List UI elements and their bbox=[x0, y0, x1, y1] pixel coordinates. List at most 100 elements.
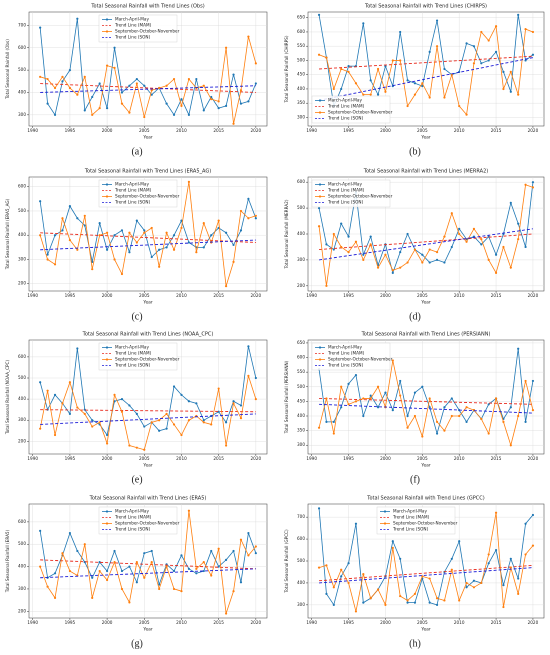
x-tick-label: 2000 bbox=[102, 456, 113, 461]
data-point bbox=[180, 554, 183, 557]
data-point bbox=[195, 567, 198, 570]
data-point bbox=[224, 285, 228, 288]
legend-marker bbox=[383, 522, 387, 525]
data-point bbox=[239, 404, 243, 407]
data-point bbox=[180, 393, 183, 396]
data-point bbox=[509, 70, 512, 73]
data-point bbox=[158, 86, 161, 90]
panel-caption: (b) bbox=[409, 146, 421, 157]
data-point bbox=[502, 70, 505, 73]
data-point bbox=[354, 400, 358, 403]
data-point bbox=[39, 427, 42, 430]
data-point bbox=[247, 345, 250, 348]
chart-title: Total Seasonal Rainfall with Trend Lines… bbox=[89, 496, 207, 502]
y-tick-label: 600 bbox=[18, 45, 26, 50]
data-point bbox=[158, 583, 161, 586]
data-point bbox=[143, 552, 146, 555]
trend-line bbox=[40, 409, 256, 413]
x-axis-label: Year bbox=[420, 463, 430, 469]
data-point bbox=[340, 67, 343, 71]
data-point bbox=[502, 245, 505, 249]
data-point bbox=[180, 226, 183, 230]
data-point bbox=[128, 251, 131, 254]
data-point bbox=[325, 243, 328, 246]
trend-line bbox=[318, 57, 534, 101]
data-point bbox=[187, 241, 191, 244]
x-tick-label: 2015 bbox=[491, 456, 502, 461]
data-point bbox=[458, 540, 461, 543]
data-point bbox=[421, 435, 424, 438]
data-point bbox=[480, 581, 483, 585]
data-point bbox=[113, 234, 116, 237]
data-point bbox=[502, 87, 505, 91]
x-tick-label: 2010 bbox=[454, 620, 465, 625]
legend-label: Trend Line (SON) bbox=[114, 35, 151, 40]
data-point bbox=[406, 232, 409, 236]
trend-line bbox=[40, 232, 256, 243]
data-point bbox=[68, 569, 72, 573]
chart-title: Total Seasonal Rainfall with Trend Lines… bbox=[366, 496, 485, 502]
data-point bbox=[332, 432, 335, 435]
legend-label: Trend Line (SON) bbox=[114, 527, 151, 532]
data-point bbox=[354, 240, 358, 243]
data-point bbox=[180, 590, 183, 593]
data-point bbox=[39, 529, 42, 532]
data-point bbox=[39, 565, 42, 568]
x-tick-label: 2000 bbox=[380, 293, 391, 298]
data-point bbox=[502, 605, 505, 609]
data-point bbox=[332, 603, 335, 606]
x-tick-label: 1990 bbox=[27, 293, 38, 298]
x-tick-label: 2015 bbox=[491, 128, 502, 133]
y-tick-label: 600 bbox=[18, 354, 26, 359]
trend-line bbox=[319, 403, 533, 414]
data-point bbox=[347, 70, 350, 73]
data-point bbox=[340, 406, 343, 409]
data-point bbox=[91, 425, 94, 428]
data-point bbox=[224, 444, 228, 447]
data-point bbox=[76, 549, 79, 553]
data-point bbox=[165, 246, 168, 249]
x-tick-label: 1990 bbox=[306, 293, 317, 298]
data-point bbox=[83, 543, 86, 546]
legend-label: Trend Line (SON) bbox=[114, 200, 151, 205]
data-point bbox=[105, 231, 109, 234]
x-tick-label: 1995 bbox=[65, 128, 76, 133]
data-point bbox=[465, 42, 468, 45]
data-point bbox=[384, 253, 387, 256]
data-point bbox=[91, 419, 94, 422]
panel-caption: (d) bbox=[409, 311, 421, 322]
trend-line bbox=[319, 398, 533, 405]
data-point bbox=[210, 98, 213, 101]
data-point bbox=[254, 217, 257, 220]
trend-line bbox=[319, 564, 533, 582]
data-point bbox=[202, 221, 205, 225]
y-axis-label: Total Seasonal Rainfall (MERRA2) bbox=[284, 199, 289, 269]
data-point bbox=[494, 50, 498, 54]
legend-label: Trend Line (SON) bbox=[392, 527, 429, 532]
data-point bbox=[524, 553, 527, 556]
data-point bbox=[224, 612, 228, 615]
data-point bbox=[113, 561, 116, 564]
y-tick-label: 400 bbox=[18, 564, 26, 569]
series-line bbox=[318, 512, 534, 612]
data-point bbox=[187, 180, 191, 183]
y-tick-label: 650 bbox=[297, 340, 305, 345]
legend-marker bbox=[105, 346, 109, 349]
data-point bbox=[46, 253, 49, 256]
data-point bbox=[150, 93, 153, 96]
data-point bbox=[317, 53, 321, 56]
data-point bbox=[494, 271, 498, 274]
data-point bbox=[509, 90, 512, 93]
data-point bbox=[391, 59, 394, 62]
data-point bbox=[232, 549, 235, 553]
data-point bbox=[480, 30, 483, 34]
panel-caption: (h) bbox=[409, 638, 421, 649]
data-point bbox=[443, 235, 446, 238]
data-point bbox=[135, 77, 138, 81]
y-tick-label: 500 bbox=[297, 57, 305, 62]
data-point bbox=[150, 561, 153, 564]
data-point bbox=[68, 69, 72, 72]
data-point bbox=[399, 59, 402, 62]
data-point bbox=[83, 214, 86, 217]
